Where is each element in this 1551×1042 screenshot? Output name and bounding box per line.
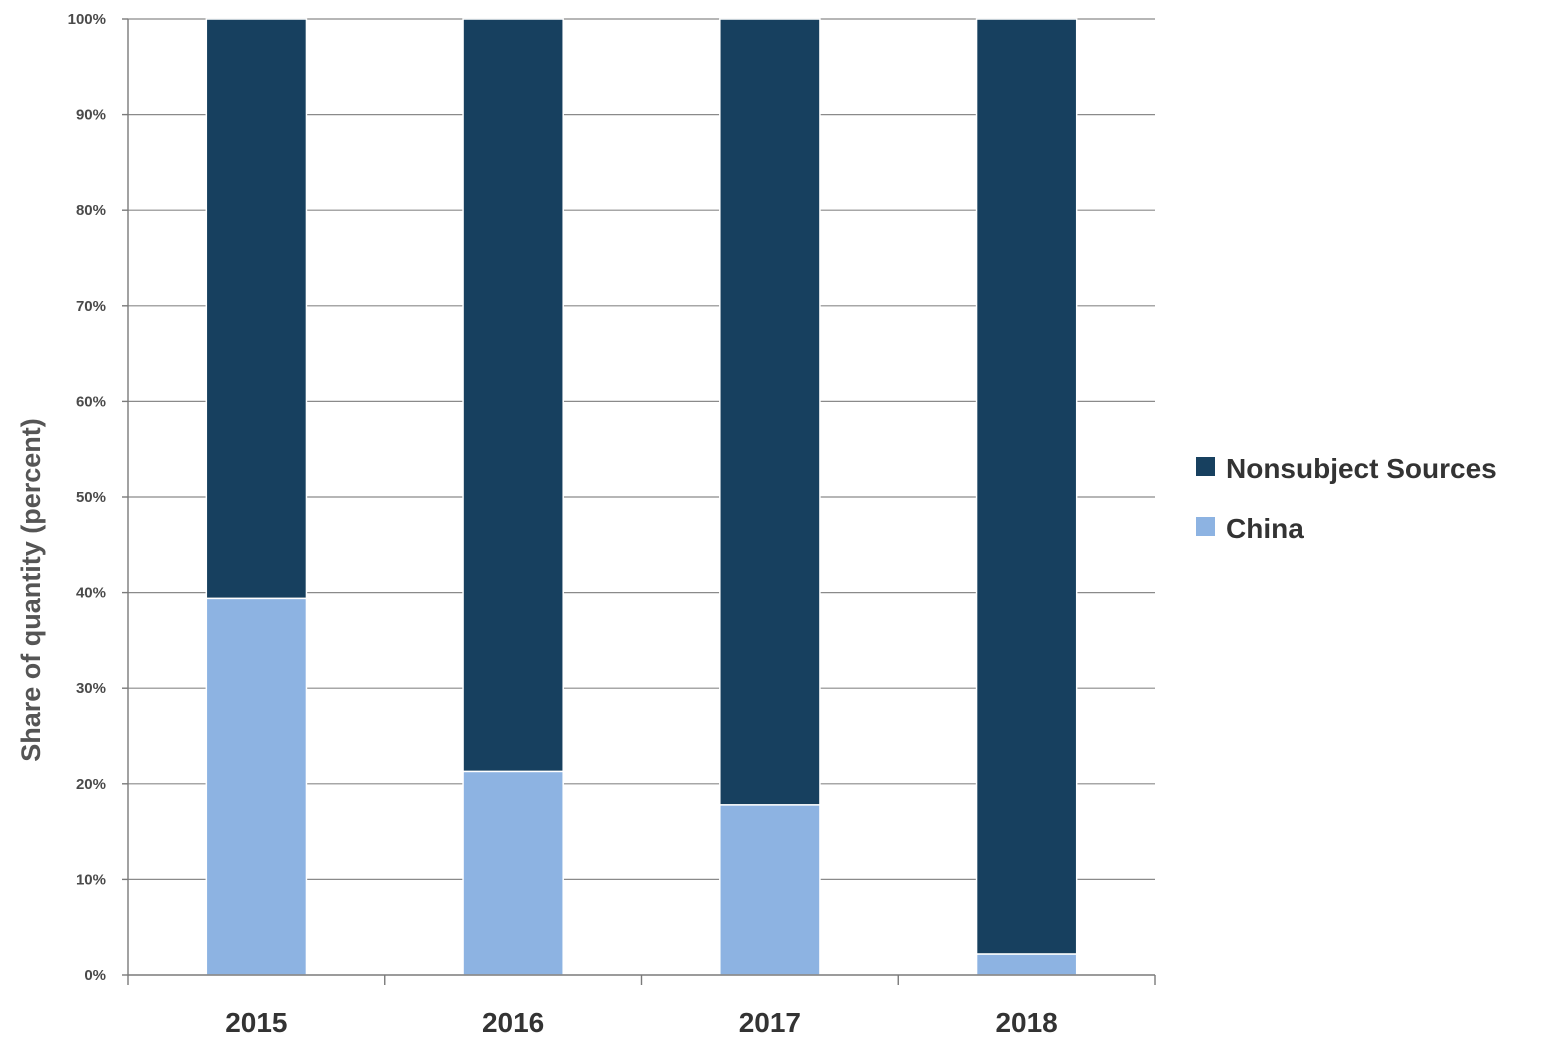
y-tick-label: 90%: [76, 107, 106, 124]
legend-swatch: [1196, 517, 1215, 536]
x-tick-label: 2015: [225, 1007, 287, 1037]
y-tick-label: 30%: [76, 680, 106, 697]
x-tick-labels: 2015 2016 2017 2018: [225, 1007, 1058, 1038]
legend: Nonsubject Sources China: [1196, 453, 1497, 544]
y-tick-label: 100%: [68, 11, 106, 28]
legend-swatch: [1196, 457, 1215, 476]
bar-china-2017: [719, 804, 821, 976]
bar-nonsubject-sources-2018: [975, 18, 1078, 955]
bar-china-2018: [975, 953, 1078, 976]
bar-nonsubject-sources-2016: [462, 18, 564, 773]
bar-nonsubject-sources-2015: [205, 18, 308, 600]
x-tick-label: 2017: [739, 1007, 801, 1037]
y-tick-label: 80%: [76, 202, 106, 219]
bar-china-2015: [205, 597, 308, 976]
y-tick-labels: 0% 10% 20% 30% 40% 50% 60% 70% 80% 90% 100%: [68, 11, 106, 984]
legend-label: Nonsubject Sources: [1226, 453, 1497, 484]
y-tick-label: 0%: [84, 967, 106, 984]
y-tick-label: 20%: [76, 776, 106, 793]
y-tick-label: 60%: [76, 393, 106, 410]
legend-label: China: [1226, 513, 1304, 544]
y-axis-label: Share of quantity (percent): [16, 418, 46, 762]
bar-nonsubject-sources-2017: [719, 18, 821, 806]
y-tick-label: 50%: [76, 489, 106, 506]
axes: [122, 18, 1156, 985]
bar-china-2016: [462, 770, 564, 976]
x-tick-label: 2016: [482, 1007, 544, 1037]
y-tick-label: 10%: [76, 871, 106, 888]
x-tick-label: 2018: [995, 1007, 1057, 1037]
y-tick-label: 40%: [76, 585, 106, 602]
y-tick-label: 70%: [76, 298, 106, 315]
